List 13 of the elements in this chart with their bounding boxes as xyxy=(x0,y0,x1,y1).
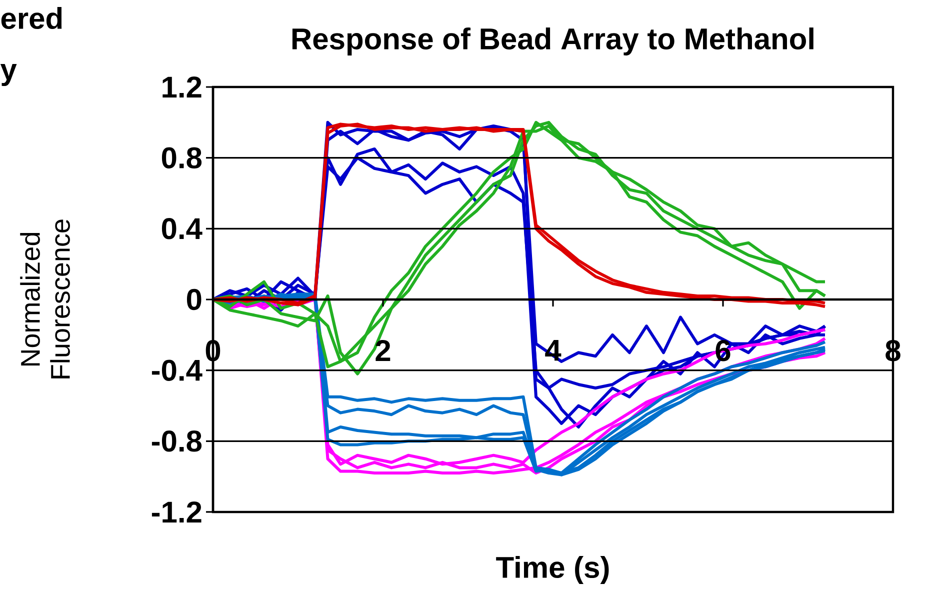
text: y xyxy=(0,64,17,86)
y-tick-label: 1.2 xyxy=(162,76,202,98)
y-tick-label: 0.8 xyxy=(162,147,202,168)
x-tick-label: 2 xyxy=(376,340,390,361)
y-tick-label: -0.8 xyxy=(152,430,202,452)
y-tick-label: -1.2 xyxy=(152,502,202,522)
chart-title: Response of Bead Array to Methanol xyxy=(292,28,814,56)
y-tick-label: 0 xyxy=(186,288,202,310)
y-tick-label: -0.4 xyxy=(152,360,202,381)
text: ered xyxy=(1,6,62,30)
x-axis-title: Time (s) xyxy=(496,556,609,584)
y-axis-title: Normalized Fluorescence xyxy=(20,220,70,378)
y-tick-label: 0.4 xyxy=(162,218,202,240)
